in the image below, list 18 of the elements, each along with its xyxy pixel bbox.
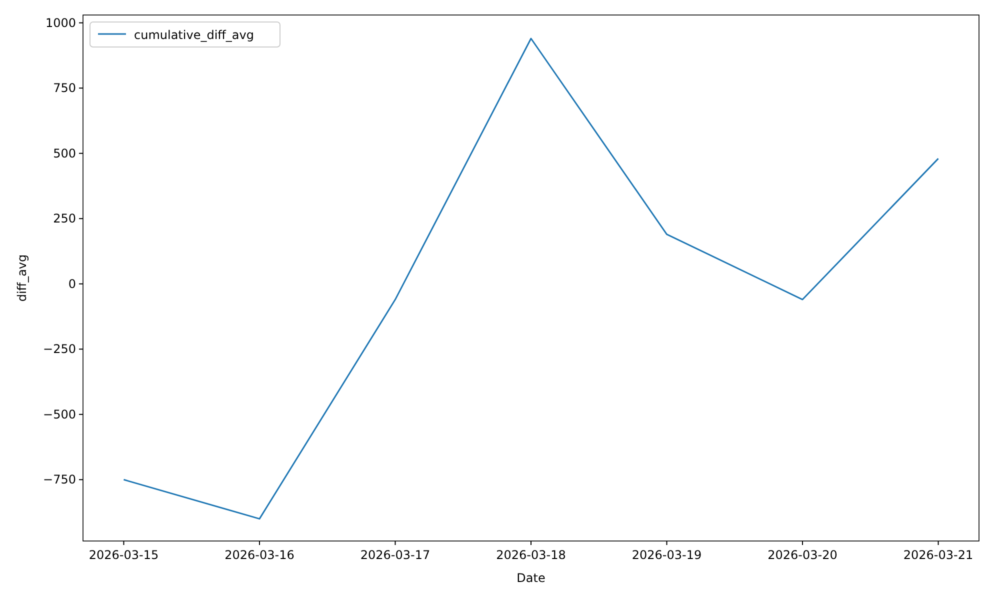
x-axis-title: Date [516, 571, 546, 585]
y-tick-label: 500 [53, 146, 76, 160]
y-tick-label: 250 [53, 212, 76, 226]
x-tick-label: 2026-03-15 [88, 548, 159, 562]
x-tick-label: 2026-03-16 [224, 548, 294, 562]
legend-label: cumulative_diff_avg [134, 28, 254, 42]
x-tick-label: 2026-03-20 [768, 548, 838, 562]
y-tick-label: 750 [53, 81, 76, 96]
y-tick-label: 0 [68, 276, 76, 291]
x-tick-label: 2026-03-21 [903, 548, 974, 562]
y-axis-title: diff_avg [15, 254, 29, 302]
y-tick-label: −750 [43, 472, 76, 487]
x-tick-label: 2026-03-18 [496, 548, 566, 562]
x-tick-label: 2026-03-19 [632, 548, 702, 562]
y-tick-label: −500 [43, 407, 76, 422]
y-tick-label: 1000 [45, 16, 76, 30]
y-tick-label: −250 [43, 342, 76, 356]
x-tick-label: 2026-03-17 [360, 548, 430, 562]
